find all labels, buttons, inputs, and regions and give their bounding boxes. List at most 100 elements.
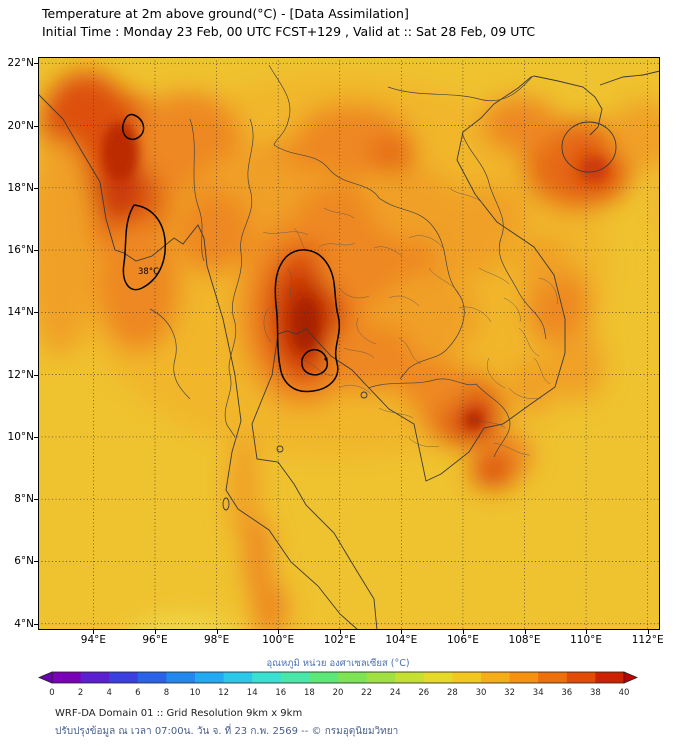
- colorbar-tick-label: 4: [106, 688, 111, 698]
- colorbar-tick-label: 6: [135, 688, 140, 698]
- y-axis-tick: [34, 374, 38, 376]
- map-frame: [38, 57, 660, 630]
- y-axis-tick: [34, 436, 38, 438]
- x-axis-tick-label: 100°E: [262, 634, 295, 646]
- colorbar-segment: [338, 672, 368, 683]
- x-axis-tick: [647, 630, 649, 634]
- station-marker: [324, 357, 328, 361]
- colorbar-segment: [509, 672, 539, 683]
- coastline: [38, 70, 660, 630]
- colorbar-tick-label: 0: [49, 688, 54, 698]
- x-axis-tick: [339, 630, 341, 634]
- x-axis-tick-label: 108°E: [508, 634, 541, 646]
- colorbar-segment: [595, 672, 625, 683]
- colorbar-segment: [280, 672, 310, 683]
- x-axis-tick-label: 112°E: [631, 634, 664, 646]
- colorbar-segment: [452, 672, 482, 683]
- colorbar-tick-label: 10: [190, 688, 201, 698]
- colorbar-segment: [481, 672, 511, 683]
- y-axis-tick-label: 16°N: [7, 244, 34, 257]
- colorbar-segment: [423, 672, 453, 683]
- y-axis-tick: [34, 623, 38, 625]
- x-axis-tick-label: 94°E: [80, 634, 107, 646]
- y-axis-tick: [34, 312, 38, 314]
- colorbar-tick-label: 20: [333, 688, 344, 698]
- colorbar-segment: [395, 672, 425, 683]
- x-axis-tick-label: 104°E: [385, 634, 418, 646]
- hainan-island-outline: [561, 121, 617, 173]
- y-axis-tick: [34, 499, 38, 501]
- colorbar: 0 2 4 6 8 10 12 14 16 18 20 22 24 26 28 30 32 34 36 38 40: [38, 671, 638, 698]
- footer-update-info: ปรับปรุงข้อมูล ณ เวลา 07:00น. วัน จ. ที่…: [55, 726, 399, 737]
- colorbar-tick-label: 2: [78, 688, 83, 698]
- map-canvas: 38°C: [38, 57, 660, 630]
- colorbar-segment: [166, 672, 196, 683]
- grid-layer: [38, 57, 660, 630]
- colorbar-segment: [566, 672, 596, 683]
- colorbar-segment: [195, 672, 225, 683]
- y-axis-tick: [34, 561, 38, 563]
- colorbar-tick-label: 28: [447, 688, 458, 698]
- x-axis-tick: [586, 630, 588, 634]
- x-axis-tick: [155, 630, 156, 634]
- colorbar-tick-label: 38: [590, 688, 601, 698]
- colorbar-tick-label: 32: [504, 688, 515, 698]
- colorbar-left-arrow: [38, 671, 53, 684]
- y-axis-tick-label: 18°N: [7, 181, 34, 194]
- y-axis-tick-label: 22°N: [7, 57, 34, 70]
- y-axis-tick: [34, 187, 38, 189]
- colorbar-right-arrow: [623, 671, 638, 684]
- x-axis-tick-label: 98°E: [203, 634, 230, 646]
- colorbar-tick-label: 14: [247, 688, 258, 698]
- page-subtitle: Initial Time : Monday 23 Feb, 00 UTC FCS…: [42, 24, 536, 39]
- colorbar-segment: [223, 672, 253, 683]
- y-axis-tick-label: 8°N: [14, 493, 34, 506]
- temperature-field: [38, 72, 660, 630]
- x-axis-tick-label: 96°E: [142, 634, 168, 646]
- colorbar-tick-label: 26: [418, 688, 429, 698]
- colorbar-segment: [109, 672, 139, 683]
- province-boundaries: [262, 187, 558, 456]
- colorbar-segment: [538, 672, 568, 683]
- x-axis-tick: [278, 630, 280, 634]
- colorbar-tick-label: 8: [164, 688, 169, 698]
- colorbar-tick-label: 36: [561, 688, 572, 698]
- temperature-field-cores: [102, 122, 607, 429]
- contour-value-label: 38°C: [138, 267, 159, 277]
- colorbar-segment: [252, 672, 282, 683]
- colorbar-segment: [137, 672, 167, 683]
- temperature-contours: [122, 113, 340, 393]
- y-axis-tick-label: 10°N: [7, 430, 34, 443]
- x-axis-tick: [462, 630, 464, 634]
- x-axis-tick-label: 102°E: [323, 634, 356, 646]
- colorbar-tick-label: 18: [304, 688, 315, 698]
- colorbar-tick-label: 40: [619, 688, 630, 698]
- colorbar-segment: [80, 672, 110, 683]
- x-axis-tick-label: 110°E: [570, 634, 603, 646]
- footer-domain-info: WRF-DA Domain 01 :: Grid Resolution 9km …: [55, 708, 303, 719]
- colorbar-tick-label: 34: [533, 688, 544, 698]
- y-axis-tick: [34, 63, 38, 65]
- y-axis-tick-label: 20°N: [7, 119, 34, 132]
- colorbar-label: อุณหภูมิ หน่วย องศาเซลเซียส (°C): [266, 658, 410, 669]
- x-axis-tick: [524, 630, 526, 634]
- colorbar-tick-label: 22: [361, 688, 372, 698]
- x-axis-tick: [216, 630, 218, 634]
- y-axis-tick-label: 6°N: [14, 555, 34, 568]
- colorbar-tick-label: 16: [275, 688, 286, 698]
- colorbar-segment: [52, 672, 82, 683]
- x-axis-tick-label: 106°E: [446, 634, 479, 646]
- colorbar-tick-label: 24: [390, 688, 401, 698]
- y-axis-tick: [34, 250, 38, 252]
- x-axis-tick: [401, 630, 403, 634]
- country-borders: [149, 64, 547, 458]
- y-axis-tick-label: 4°N: [14, 617, 34, 630]
- y-axis-tick: [34, 125, 38, 127]
- x-axis-tick: [93, 630, 95, 634]
- colorbar-tick-label: 12: [218, 688, 229, 698]
- y-axis-tick-label: 12°N: [7, 368, 34, 381]
- colorbar-segment: [309, 672, 339, 683]
- y-axis-tick-label: 14°N: [7, 306, 34, 319]
- page-title: Temperature at 2m above ground(°C) - [Da…: [42, 6, 409, 21]
